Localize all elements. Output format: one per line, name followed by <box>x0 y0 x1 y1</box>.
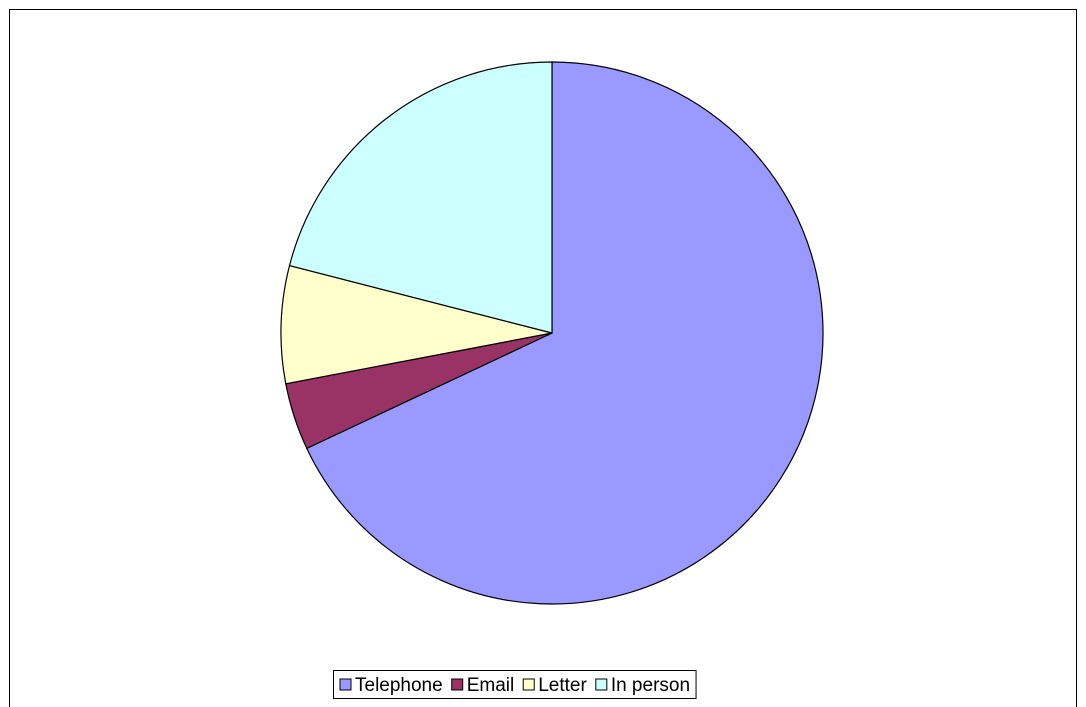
pie-slice <box>305 61 824 605</box>
legend-label: Email <box>467 675 515 696</box>
legend-swatch <box>522 678 535 691</box>
legend-label: Letter <box>538 675 587 696</box>
pie-slice <box>280 264 553 385</box>
legend-label: Telephone <box>355 675 443 696</box>
legend-swatch <box>595 678 608 691</box>
legend-box <box>333 670 697 699</box>
legend-swatch <box>339 678 352 691</box>
legend-label: In person <box>611 675 690 696</box>
legend-swatch <box>451 678 464 691</box>
pie-slice <box>288 61 553 334</box>
